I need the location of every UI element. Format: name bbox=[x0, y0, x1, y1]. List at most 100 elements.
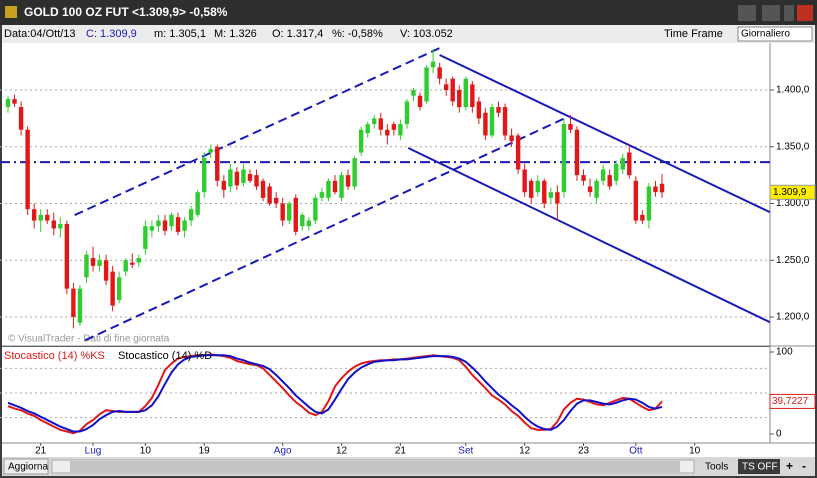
candle-body bbox=[287, 203, 292, 221]
candle-body bbox=[169, 214, 174, 227]
info-volume: V: 103.052 bbox=[400, 28, 453, 40]
app-icon bbox=[5, 6, 17, 18]
restore-button[interactable] bbox=[784, 5, 794, 21]
candle-body bbox=[542, 180, 547, 204]
candle-body bbox=[156, 220, 161, 227]
candle-body bbox=[358, 129, 364, 153]
candle-body bbox=[84, 254, 89, 278]
stochastic-panel bbox=[2, 347, 770, 443]
candle-body bbox=[443, 84, 449, 91]
candle-body bbox=[260, 180, 266, 198]
candle-body bbox=[175, 217, 181, 232]
scroll-thumb[interactable] bbox=[70, 461, 680, 472]
pin-button[interactable] bbox=[738, 5, 756, 21]
zoom-in[interactable]: + bbox=[786, 459, 793, 473]
candle-body bbox=[339, 175, 344, 198]
time-frame-value: Giornaliero bbox=[741, 29, 790, 40]
price-plot bbox=[0, 47, 770, 342]
tools-button[interactable]: Tools bbox=[705, 462, 728, 473]
candle-body bbox=[103, 260, 109, 281]
window-controls[interactable] bbox=[738, 5, 813, 21]
time-frame-select[interactable] bbox=[737, 26, 813, 42]
candle-body bbox=[97, 260, 102, 266]
candle-body bbox=[319, 192, 325, 198]
candle-body bbox=[273, 197, 279, 204]
candle-body bbox=[372, 118, 377, 125]
candle-body bbox=[280, 203, 285, 221]
x-tick-label: 12 bbox=[336, 446, 348, 457]
candle-body bbox=[5, 99, 11, 108]
ts-label: TS OFF bbox=[742, 462, 778, 473]
ts-button[interactable] bbox=[738, 459, 780, 474]
minimize-button[interactable] bbox=[762, 5, 780, 21]
legend-entry: Stocastico (14) %D bbox=[118, 350, 212, 362]
candle-body bbox=[247, 174, 253, 181]
candle-body bbox=[241, 169, 246, 184]
candle-body bbox=[143, 226, 148, 249]
candle-body bbox=[25, 129, 30, 210]
x-tick-label: 23 bbox=[578, 446, 590, 457]
candle-body bbox=[110, 271, 115, 306]
x-tick-label: 10 bbox=[140, 446, 152, 457]
candle-body bbox=[90, 257, 96, 266]
info-change: %: -0,58% bbox=[332, 28, 383, 40]
trendline bbox=[407, 147, 770, 324]
stochastic-last-box bbox=[769, 393, 816, 409]
candle-body bbox=[38, 214, 43, 221]
candle-body bbox=[221, 180, 227, 190]
candle-body bbox=[12, 99, 17, 104]
candle-body bbox=[502, 107, 508, 136]
window-title: GOLD 100 OZ FUT <1.309,9> -0,58% bbox=[24, 5, 228, 19]
close-button[interactable] bbox=[797, 5, 813, 21]
candle-body bbox=[130, 262, 135, 265]
refresh-button[interactable] bbox=[3, 458, 49, 475]
candle-body bbox=[411, 90, 416, 96]
candle-body bbox=[574, 129, 580, 176]
candle-body bbox=[31, 209, 37, 221]
candle-body bbox=[594, 180, 599, 198]
candle-body bbox=[548, 192, 554, 198]
y-tick-label: 1.400,0 bbox=[776, 85, 810, 96]
candle-body bbox=[659, 183, 665, 193]
candle-body bbox=[581, 175, 586, 181]
candle-body bbox=[202, 158, 207, 193]
candle-body bbox=[437, 67, 442, 79]
candle-body bbox=[300, 214, 305, 227]
candle-body bbox=[653, 186, 658, 193]
candle-body bbox=[136, 257, 141, 263]
candle-body bbox=[51, 220, 56, 229]
candle-body bbox=[149, 226, 155, 231]
candle-body bbox=[529, 180, 534, 198]
candle-body bbox=[646, 186, 652, 221]
last-price-box bbox=[769, 184, 816, 200]
candle-body bbox=[18, 107, 24, 130]
candle-body bbox=[332, 180, 338, 193]
y-tick-label: 1.200,0 bbox=[776, 312, 810, 323]
candle-body bbox=[293, 197, 298, 232]
candle-body bbox=[45, 214, 50, 221]
stochastic-plot bbox=[0, 353, 770, 435]
x-tick-label: Ott bbox=[629, 446, 643, 457]
candle-body bbox=[463, 78, 468, 108]
stochastic-line bbox=[7, 354, 663, 433]
labels: 1.200,0 1.250,0 1.300,0 1.350,0 1.400,0 21 Lug… bbox=[4, 85, 816, 457]
candle-body bbox=[496, 107, 501, 113]
candle-body bbox=[228, 169, 233, 187]
candle-body bbox=[489, 107, 495, 136]
zoom-out[interactable]: - bbox=[802, 459, 806, 473]
candle-body bbox=[306, 220, 312, 227]
title-bar bbox=[0, 0, 817, 25]
price-axis bbox=[770, 43, 815, 443]
candle-body bbox=[77, 288, 83, 323]
x-tick-label: 12 bbox=[519, 446, 531, 457]
candle-body bbox=[391, 124, 397, 130]
stochastic-tick-label: 0 bbox=[776, 429, 782, 440]
candle-body bbox=[64, 223, 70, 289]
candle-body bbox=[254, 175, 259, 187]
x-tick-label: 10 bbox=[689, 446, 701, 457]
candle-body bbox=[424, 67, 429, 102]
candle-body bbox=[476, 101, 482, 119]
candle-body bbox=[483, 112, 488, 136]
x-tick-label: 19 bbox=[199, 446, 211, 457]
